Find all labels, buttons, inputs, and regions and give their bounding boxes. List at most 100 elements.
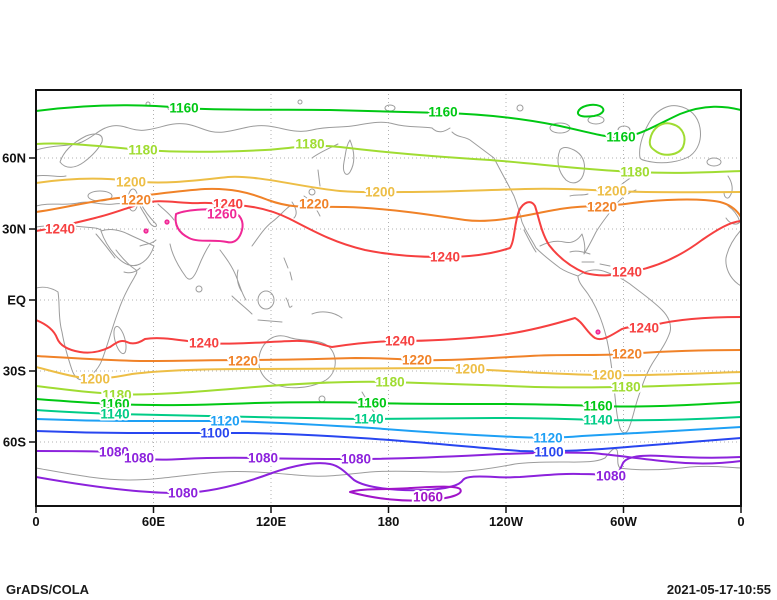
contour-1200-south xyxy=(36,366,741,380)
contour-label-1160: 1160 xyxy=(583,399,612,414)
contour-label-1220: 1220 xyxy=(587,200,617,215)
contour-label-1080: 1080 xyxy=(99,445,129,460)
contour-label-1160: 1160 xyxy=(100,397,129,412)
contour-1220-north xyxy=(36,187,741,222)
coastline-arabia xyxy=(95,229,157,267)
contour-lines xyxy=(36,103,741,502)
contour-1240-north xyxy=(36,200,741,277)
contour-1060-antarctic-loop xyxy=(349,485,462,502)
lon-tick-label-60W: 60W xyxy=(610,514,637,529)
contour-label-1080: 1080 xyxy=(248,451,278,466)
coastline-southeast-asia xyxy=(219,201,297,301)
coastline-eurasia-north xyxy=(36,121,433,151)
borneo xyxy=(257,290,275,310)
lat-tick-label-EQ: EQ xyxy=(7,293,26,308)
contour-label-1080: 1080 xyxy=(341,452,371,467)
contour-label-1140: 1140 xyxy=(583,413,612,428)
contour-label-1160: 1160 xyxy=(357,396,386,411)
contour-1180-south xyxy=(36,380,741,396)
coastline-south-america xyxy=(569,250,671,434)
contour-1160-north xyxy=(36,104,741,139)
coastline-india xyxy=(169,243,211,280)
coastline-indonesia xyxy=(231,257,343,323)
tasmania xyxy=(318,395,326,403)
contour-label-1200: 1200 xyxy=(80,372,110,387)
contour-1140-south xyxy=(36,409,741,422)
caspian-sea xyxy=(127,188,139,212)
contour-1100-south xyxy=(36,430,741,453)
contour-1260-islet xyxy=(164,219,170,225)
contour-label-1120: 1120 xyxy=(210,414,239,429)
coastline-japan-kamchatka xyxy=(303,139,355,217)
contour-1120-south xyxy=(36,418,741,439)
contour-1200-north xyxy=(36,175,741,194)
lon-tick-label-0: 0 xyxy=(737,514,744,529)
contour-label-1080: 1080 xyxy=(168,486,198,501)
contour-1180-greenland-loop xyxy=(648,122,686,156)
contour-label-1180: 1180 xyxy=(102,388,131,403)
axis-labels: 60N 30N EQ 30S 60S 0 60E 120E 180 120W 60W 0 xyxy=(2,151,744,530)
contour-label-1220: 1220 xyxy=(299,197,329,212)
lon-tick-label-180: 180 xyxy=(378,514,400,529)
contour-label-1140: 1140 xyxy=(100,407,129,422)
contour-label-1220: 1220 xyxy=(402,353,432,368)
contour-label-1220: 1220 xyxy=(121,193,151,208)
contour-label-1200: 1200 xyxy=(365,185,395,200)
coastline-north-america xyxy=(431,127,641,277)
coastline-europe-mediterranean xyxy=(36,174,175,231)
hudson-bay xyxy=(557,146,585,184)
contour-label-1100: 1100 xyxy=(534,445,563,460)
lon-tick-label-120E: 120E xyxy=(256,514,287,529)
lon-tick-label-60E: 60E xyxy=(142,514,165,529)
plot-timestamp: 2021-05-17-10:55 xyxy=(666,582,771,597)
contour-1180-north xyxy=(36,142,741,174)
contour-1260-tibet-loop xyxy=(174,208,244,244)
lat-tick-label-30N: 30N xyxy=(2,222,26,237)
contour-1260-andes-islet xyxy=(595,329,601,335)
graticule-grid xyxy=(36,90,741,506)
contour-label-1160: 1160 xyxy=(169,101,198,116)
coastline-scandinavia xyxy=(59,133,103,168)
lon-tick-label-120W: 120W xyxy=(489,514,524,529)
contour-label-1200: 1200 xyxy=(592,368,622,383)
arctic-island xyxy=(617,125,631,135)
contour-label-1240: 1240 xyxy=(612,265,642,280)
arctic-islet xyxy=(297,99,303,105)
contour-label-1060: 1060 xyxy=(413,490,443,505)
lat-tick-label-60S: 60S xyxy=(3,435,26,450)
contour-label-1200: 1200 xyxy=(455,362,485,377)
coastline-australia xyxy=(258,335,375,413)
arctic-islet xyxy=(384,104,396,112)
contour-label-1080: 1080 xyxy=(596,469,626,484)
contour-1080-upper xyxy=(36,450,741,465)
contour-label-1100: 1100 xyxy=(200,426,229,441)
contour-1240-south xyxy=(36,316,741,354)
contour-label-1180: 1180 xyxy=(611,380,640,395)
contour-label-1220: 1220 xyxy=(612,347,642,362)
contour-1160-south xyxy=(36,398,741,408)
contour-1220-south xyxy=(36,349,741,362)
contour-label-1180: 1180 xyxy=(620,165,649,180)
sri-lanka xyxy=(195,285,203,293)
contour-1160-arctic-loop xyxy=(576,103,605,118)
coastline-africa xyxy=(36,249,141,381)
arctic-islet xyxy=(516,104,524,112)
contour-label-1240: 1240 xyxy=(213,197,243,212)
generator-credit: GrADS/COLA xyxy=(6,582,90,597)
contour-label-1220: 1220 xyxy=(228,354,258,369)
contour-label-1260: 1260 xyxy=(207,207,237,222)
contour-label-1160: 1160 xyxy=(428,105,457,120)
coastline-greenland xyxy=(639,105,701,164)
contour-label-1200: 1200 xyxy=(116,175,146,190)
contour-label-1160: 1160 xyxy=(606,130,635,145)
contour-label-1180: 1180 xyxy=(295,137,324,152)
contour-label-1240: 1240 xyxy=(629,321,659,336)
contour-1260-islet xyxy=(143,228,149,234)
contour-label-1120: 1120 xyxy=(533,431,562,446)
hokkaido xyxy=(308,188,316,196)
contour-label-1180: 1180 xyxy=(128,143,157,158)
contour-label-1080: 1080 xyxy=(124,451,154,466)
